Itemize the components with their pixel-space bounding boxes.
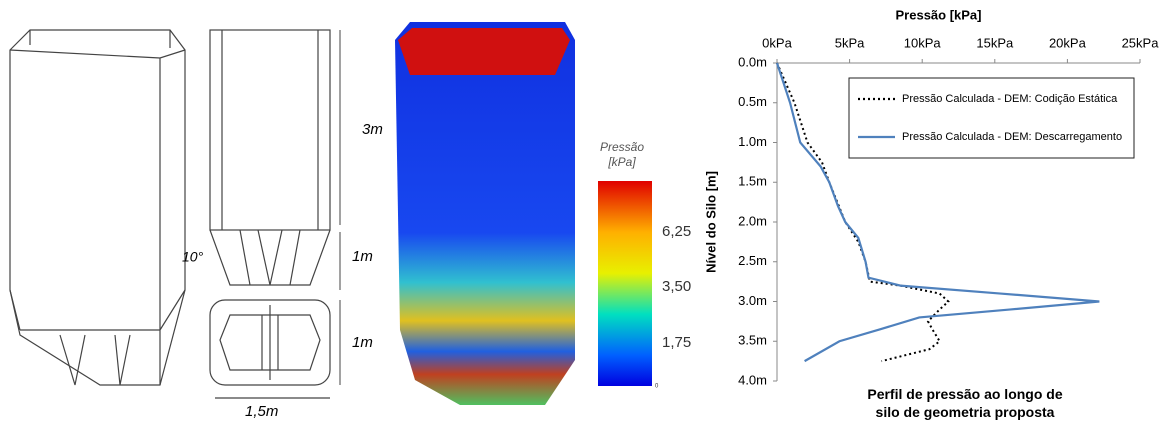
line-chart: Pressão [kPa] Nível do Silo [m] 0kPa 5kPa 10… <box>703 7 1159 419</box>
x-tick-label: 15kPa <box>976 35 1014 50</box>
legend-label: Pressão Calculada - DEM: Descarregamento <box>902 131 1122 143</box>
x-tick-label: 25kPa <box>1122 35 1160 50</box>
colorbar-tick: 3,50 <box>662 278 691 295</box>
x-tick-label: 20kPa <box>1049 35 1087 50</box>
dimension-label: 3m <box>362 121 383 138</box>
colorbar-tick: 6,25 <box>662 223 691 240</box>
silo-simulation <box>395 22 575 405</box>
colorbar-title: [kPa] <box>607 155 636 169</box>
y-tick-label: 0.5m <box>738 94 767 109</box>
x-tick-label: 5kPa <box>835 35 865 50</box>
y-tick-label: 2.0m <box>738 213 767 228</box>
colorbar <box>598 181 652 386</box>
dimension-label: 1,5m <box>245 403 278 420</box>
x-tick-label: 10kPa <box>904 35 942 50</box>
x-tick-label: 0kPa <box>762 35 792 50</box>
y-tick-label: 0.0m <box>738 54 767 69</box>
colorbar-tick: 1,75 <box>662 334 691 351</box>
y-tick-label: 1.5m <box>738 174 767 189</box>
y-tick-label: 4.0m <box>738 372 767 387</box>
colorbar-tick: 0 <box>655 384 659 390</box>
legend-label: Pressão Calculada - DEM: Codição Estátic… <box>902 93 1118 105</box>
dimension-label: 1m <box>352 334 373 351</box>
x-axis-label: Pressão [kPa] <box>896 7 982 22</box>
figure: 3m 1m 1m 10° 1,5m Pressão [kPa] 6,25 3,5… <box>0 0 1167 427</box>
y-tick-label: 2.5m <box>738 253 767 268</box>
silo-sketch <box>10 30 185 385</box>
legend <box>849 78 1134 158</box>
dimension-label: 1m <box>352 248 373 265</box>
y-tick-label: 3.0m <box>738 293 767 308</box>
y-axis-label: Nível do Silo [m] <box>703 171 718 273</box>
y-tick-label: 1.0m <box>738 134 767 149</box>
angle-label: 10° <box>182 249 204 265</box>
colorbar-title: Pressão <box>600 140 644 154</box>
y-tick-label: 3.5m <box>738 333 767 348</box>
silo-elevation <box>210 30 340 398</box>
